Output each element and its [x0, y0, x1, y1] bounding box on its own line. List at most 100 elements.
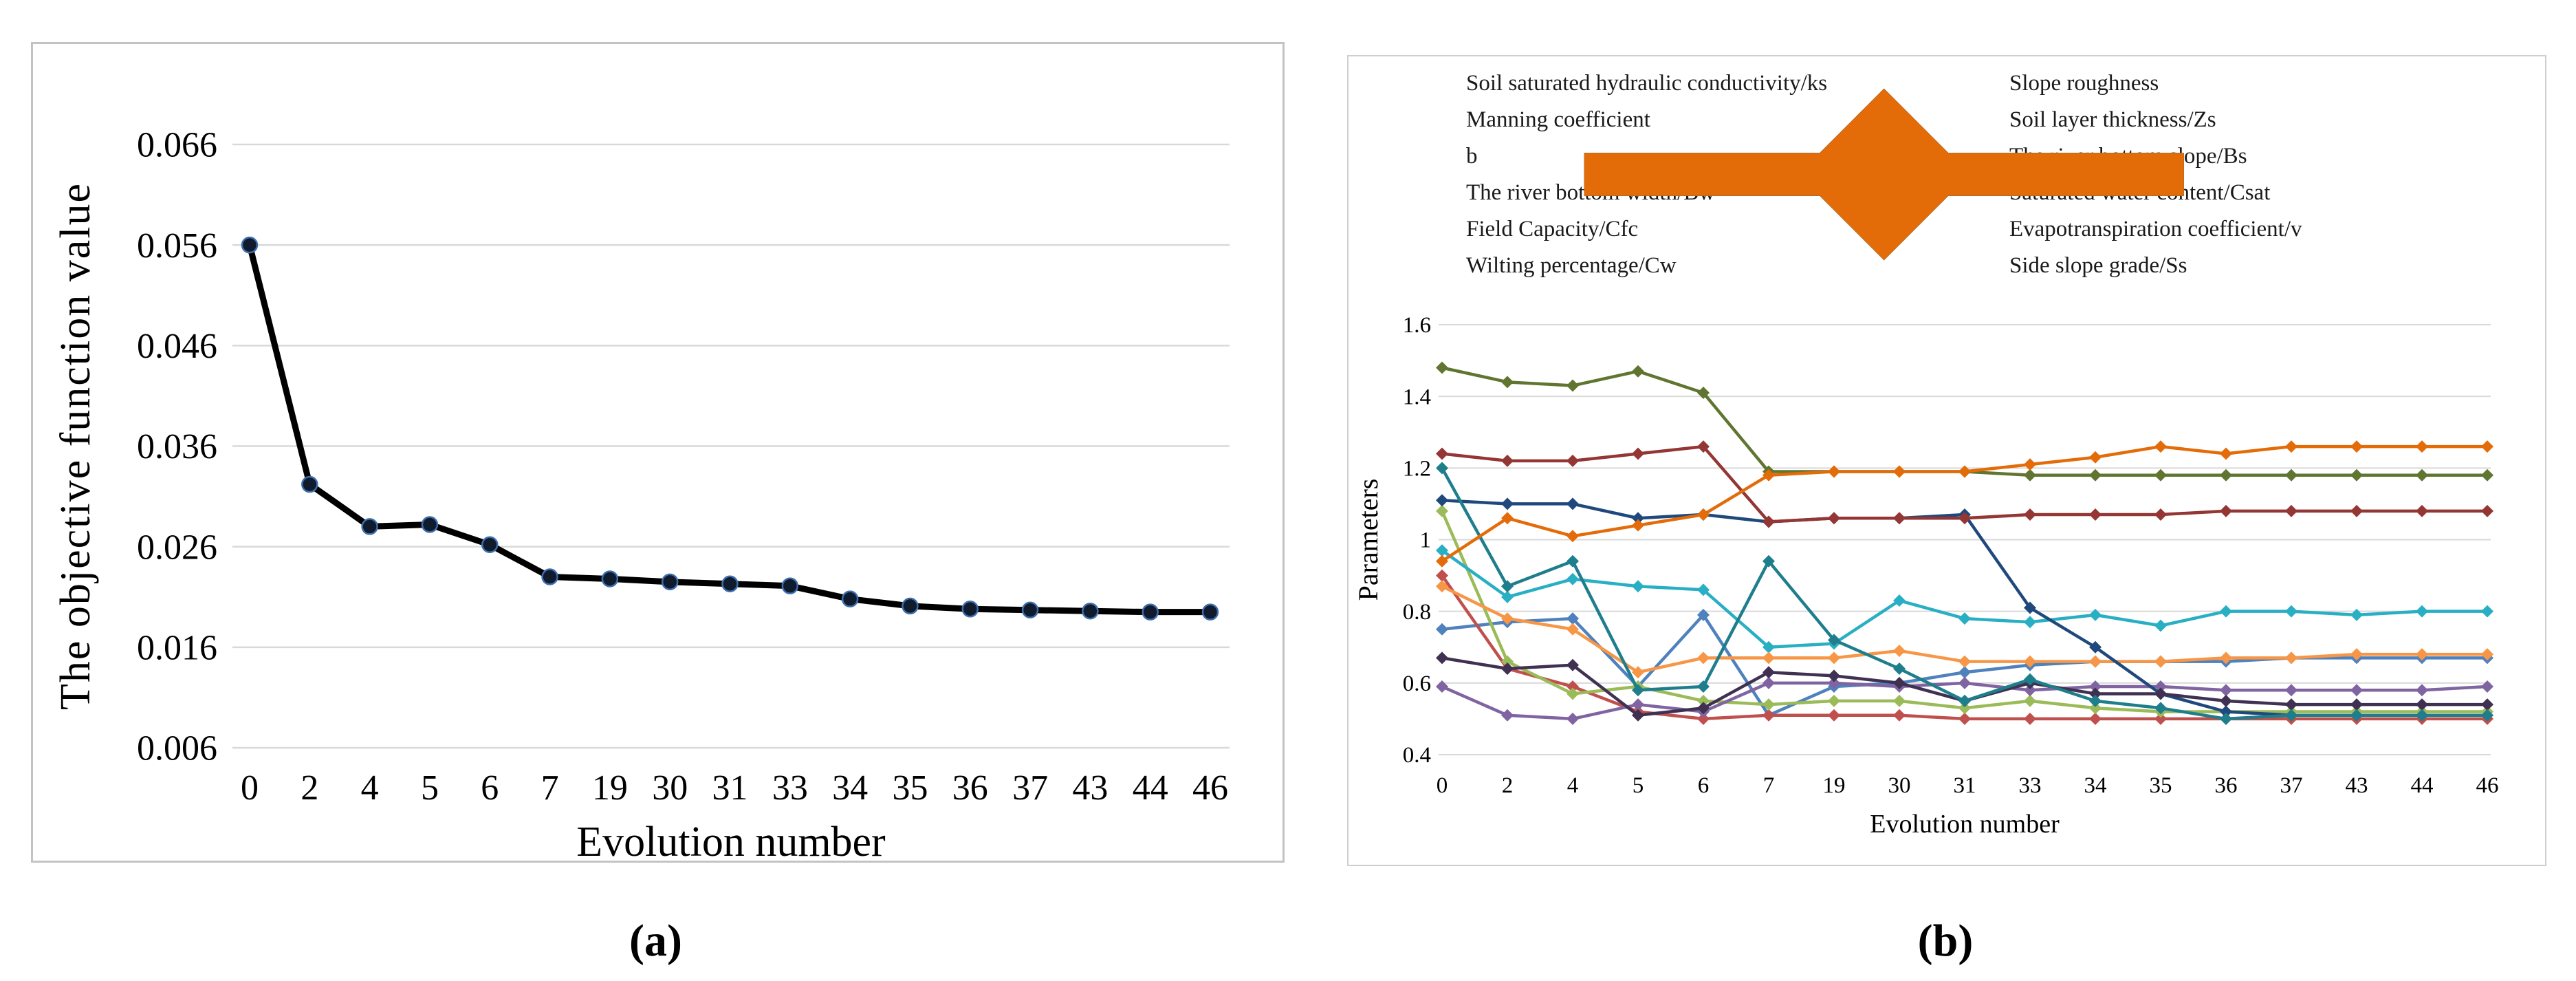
data-point-marker — [2220, 705, 2232, 718]
data-point-marker — [2089, 640, 2102, 654]
data-point-marker — [2285, 440, 2297, 453]
data-point-marker — [1893, 594, 1906, 607]
legend-label: Wilting percentage/Cw — [1466, 252, 1677, 278]
data-point-marker — [2416, 709, 2428, 722]
data-point-marker — [1958, 694, 1971, 707]
data-point-marker — [2089, 687, 2102, 700]
data-point-marker — [2154, 619, 2167, 632]
data-point-marker — [1697, 583, 1710, 596]
data-point-marker — [2089, 508, 2102, 521]
data-point-marker — [1697, 680, 1710, 693]
data-point-marker — [1828, 651, 1840, 665]
caption-b: (b) — [1917, 916, 1974, 966]
data-point-marker — [2481, 698, 2493, 711]
legend-label: Side slope grade/Ss — [2009, 252, 2187, 278]
y-tick-label: 1.4 — [1403, 385, 1431, 409]
data-point-marker — [1958, 655, 1971, 668]
legend-label: Evapotranspiration coefficient/v — [2009, 216, 2302, 241]
series-The objective function value — [241, 236, 1219, 621]
data-point-marker — [2220, 712, 2232, 725]
data-point-marker — [2350, 468, 2363, 482]
data-point-marker — [1893, 694, 1906, 707]
x-tick-label: 46 — [1192, 768, 1228, 808]
data-point-marker — [1762, 698, 1775, 711]
x-tick-label: 31 — [712, 768, 748, 808]
data-point-marker — [1893, 676, 1906, 689]
legend-label: Field Capacity/Cfc — [1466, 216, 1639, 241]
data-point-marker — [2089, 712, 2102, 725]
data-point-marker — [2220, 468, 2232, 482]
data-point-marker — [2481, 468, 2493, 482]
series-The river bottom slope/Bs — [1436, 580, 2493, 679]
data-point-marker — [2024, 458, 2036, 471]
data-point-marker — [1201, 603, 1219, 621]
data-point-marker — [1828, 694, 1840, 707]
data-point-marker — [1436, 651, 1448, 665]
data-point-marker — [1828, 634, 1840, 647]
data-point-marker — [1632, 709, 1644, 722]
data-point-marker — [1632, 447, 1644, 460]
x-tick-label: 33 — [2019, 773, 2042, 798]
data-point-marker — [241, 236, 259, 254]
data-point-marker — [2481, 680, 2493, 693]
data-point-marker — [1567, 612, 1579, 625]
data-point-marker — [1893, 709, 1906, 722]
data-point-marker — [1567, 497, 1579, 510]
chart-a: 0.006 0.016 0.026 0.036 0.046 0.056 0.066 0 2 4 5 6… — [52, 126, 1230, 861]
data-point-marker — [2024, 616, 2036, 629]
data-point-marker — [1632, 365, 1644, 378]
x-tick-label: 0 — [241, 768, 259, 808]
series-line — [1440, 444, 2489, 563]
data-point-marker — [1697, 694, 1710, 707]
data-point-marker — [2154, 440, 2167, 453]
data-point-marker — [841, 590, 859, 607]
data-point-marker — [2481, 709, 2493, 722]
x-tick-label: 46 — [2476, 773, 2499, 798]
data-point-marker — [721, 575, 739, 592]
data-point-marker — [2350, 608, 2363, 621]
data-point-marker — [902, 597, 919, 615]
data-point-marker — [2285, 698, 2297, 711]
data-point-marker — [1567, 554, 1579, 568]
data-point-marker — [601, 570, 619, 587]
data-point-marker — [1828, 512, 1840, 525]
data-point-marker — [2154, 508, 2167, 521]
x-tick-label: 0 — [1437, 773, 1448, 798]
x-tick-label: 5 — [421, 768, 439, 808]
x-tick-label: 7 — [541, 768, 559, 808]
y-tick-label: 1.2 — [1403, 457, 1431, 482]
x-tick-label: 44 — [2411, 773, 2434, 798]
data-point-marker — [1958, 612, 1971, 625]
x-tick-label: 4 — [361, 768, 379, 808]
data-point-marker — [1142, 603, 1159, 621]
data-point-marker — [1501, 590, 1514, 603]
data-point-marker — [2024, 508, 2036, 521]
data-point-marker — [1958, 676, 1971, 689]
data-point-marker — [2285, 468, 2297, 482]
data-point-marker — [2220, 684, 2232, 697]
data-point-marker — [1436, 544, 1448, 557]
legend-marker-icon — [1584, 88, 2184, 261]
data-point-marker — [1436, 504, 1448, 517]
data-point-marker — [1762, 468, 1775, 482]
x-tick-label: 31 — [1954, 773, 1976, 798]
data-point-marker — [2089, 694, 2102, 707]
data-point-marker — [1567, 379, 1579, 392]
data-point-marker — [1828, 465, 1840, 478]
x-tick-label: 4 — [1567, 773, 1579, 798]
data-point-marker — [1958, 712, 1971, 725]
data-point-marker — [2416, 468, 2428, 482]
data-point-marker — [1828, 709, 1840, 722]
data-point-marker — [1567, 623, 1579, 636]
data-point-marker — [2089, 655, 2102, 668]
data-point-marker — [2220, 694, 2232, 707]
data-point-marker — [2220, 651, 2232, 665]
data-point-marker — [1958, 666, 1971, 679]
data-point-marker — [1021, 601, 1039, 619]
x-tick-label: 43 — [1072, 768, 1108, 808]
y-tick-label: 0.036 — [137, 427, 217, 466]
data-point-marker — [2285, 684, 2297, 697]
data-point-marker — [1762, 640, 1775, 654]
data-point-marker — [1762, 666, 1775, 679]
data-point-marker — [2024, 673, 2036, 686]
